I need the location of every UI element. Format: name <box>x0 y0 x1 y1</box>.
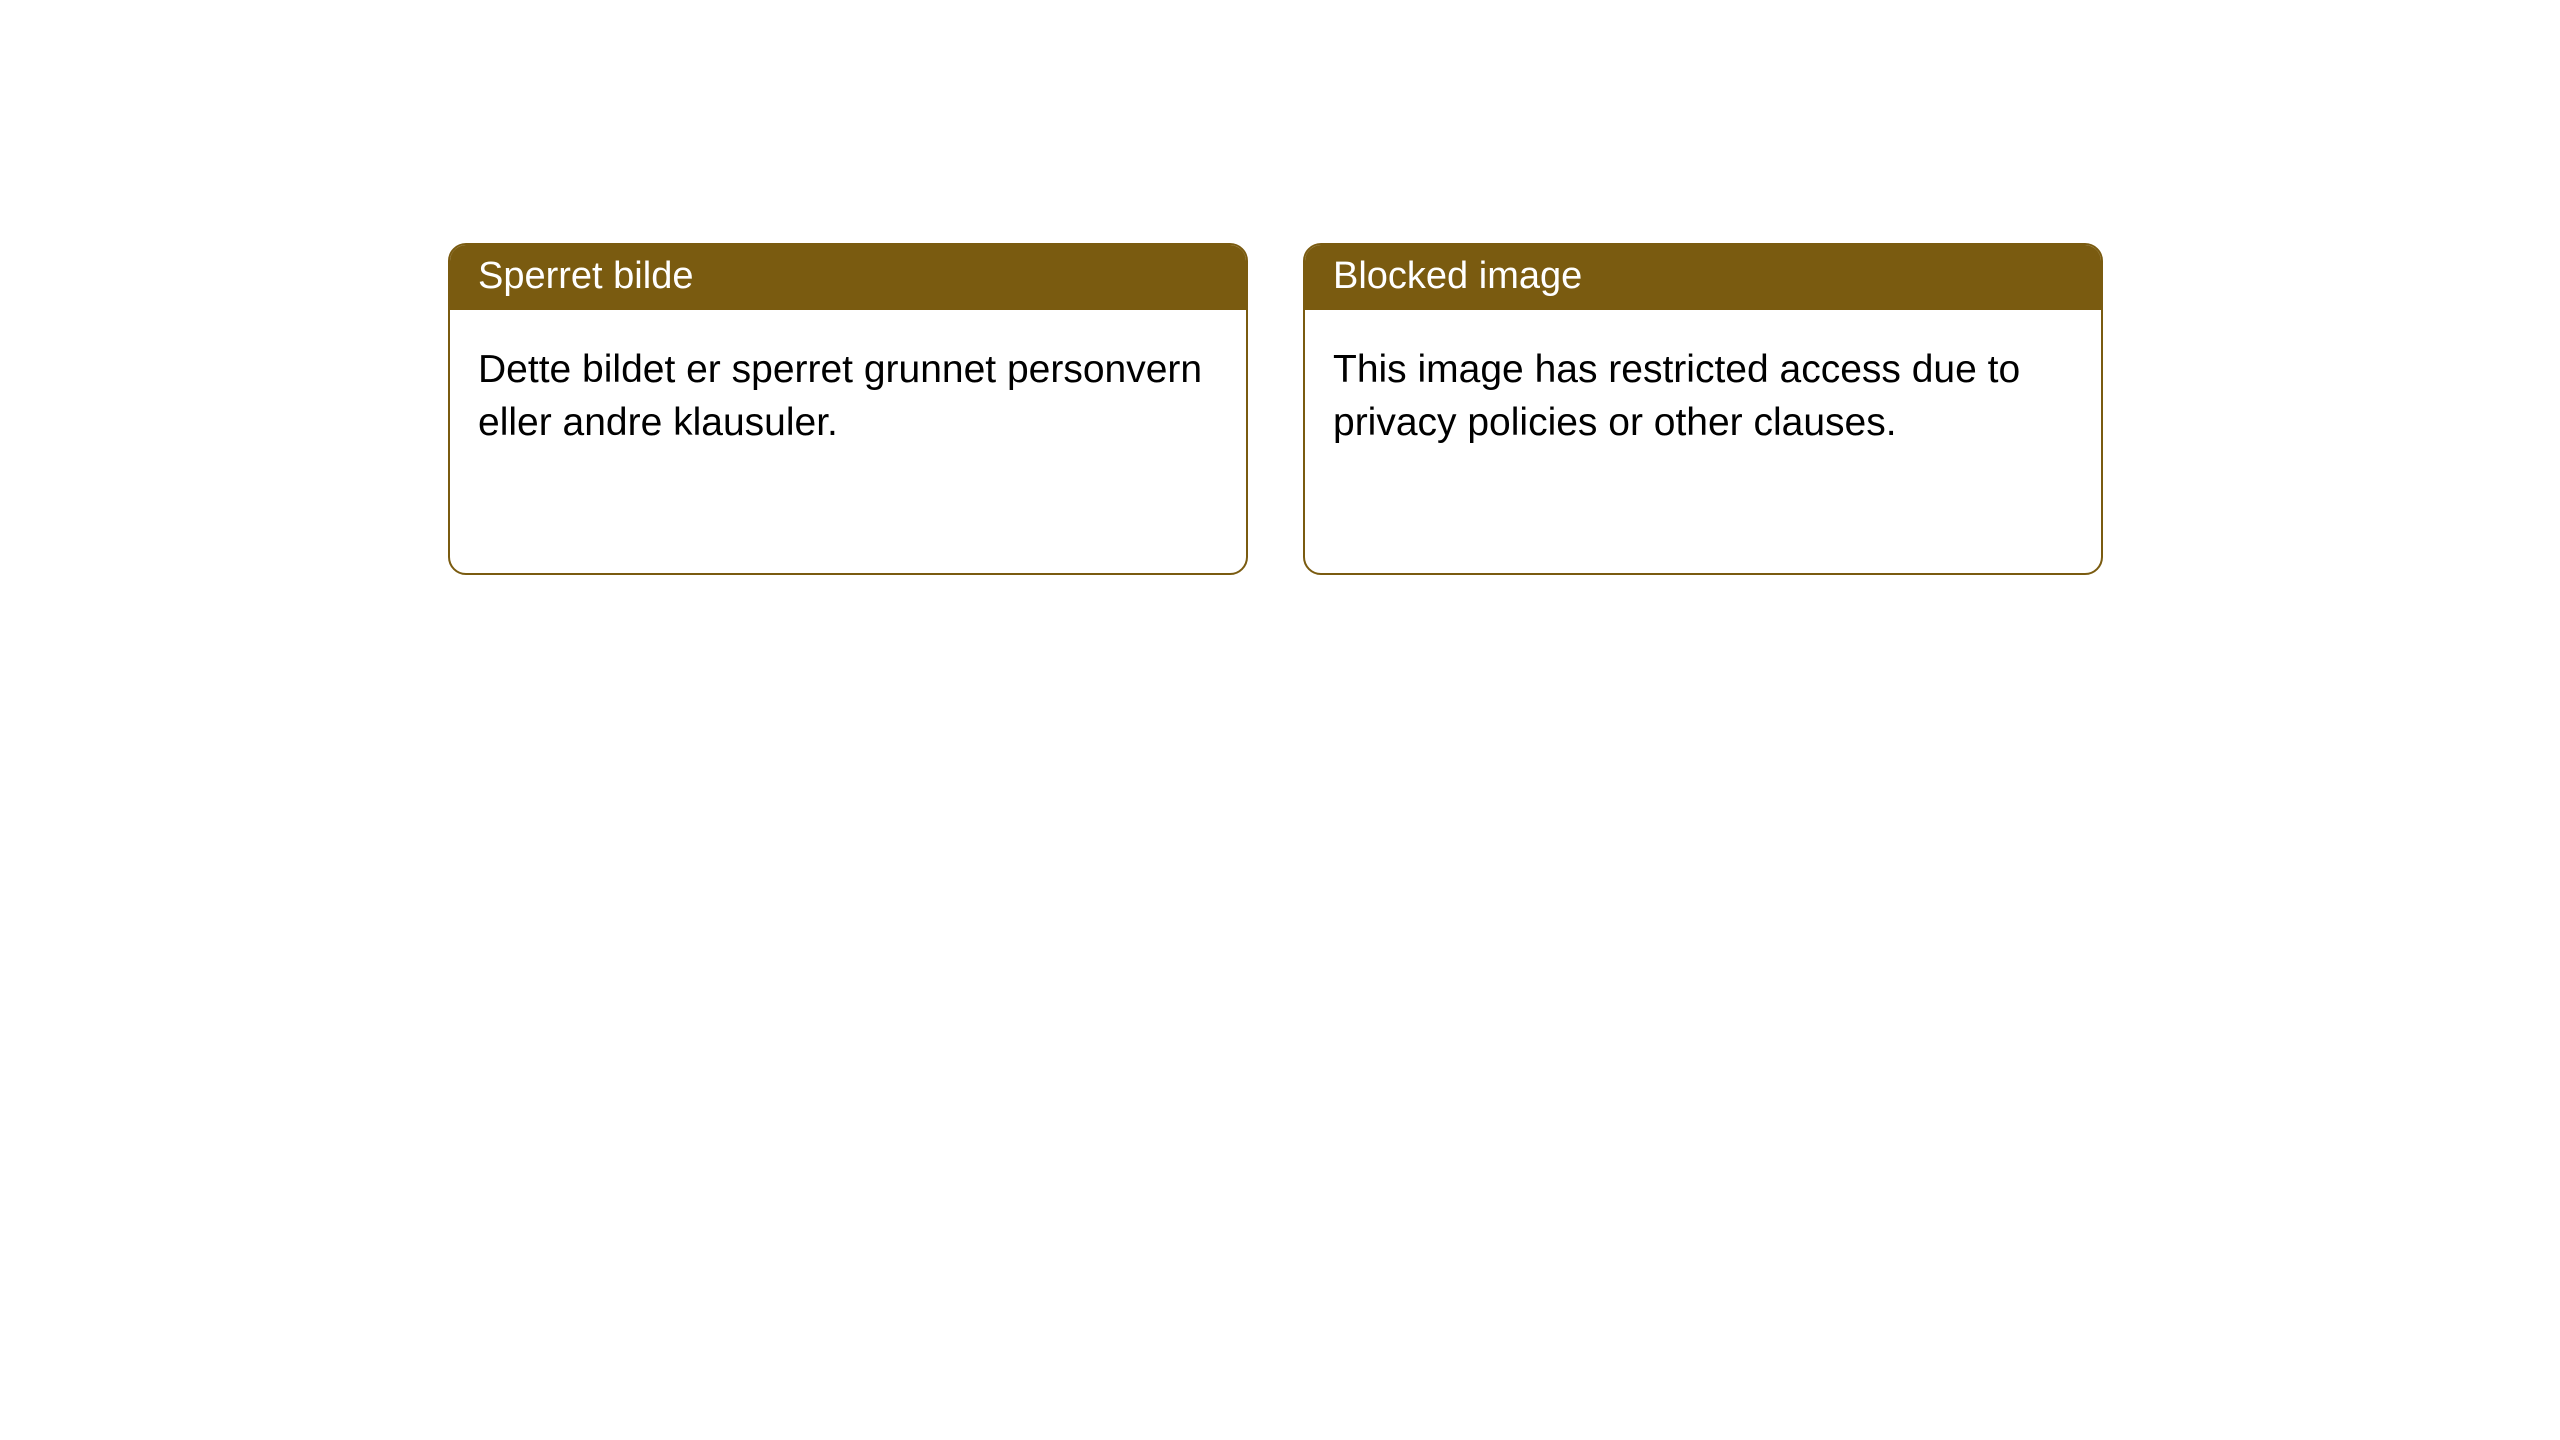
card-body: Dette bildet er sperret grunnet personve… <box>450 310 1246 483</box>
card-body-text: This image has restricted access due to … <box>1333 348 2020 444</box>
blocked-image-card-no: Sperret bilde Dette bildet er sperret gr… <box>448 243 1248 575</box>
card-title: Sperret bilde <box>478 255 693 297</box>
card-body-text: Dette bildet er sperret grunnet personve… <box>478 348 1202 444</box>
blocked-image-card-en: Blocked image This image has restricted … <box>1303 243 2103 575</box>
card-body: This image has restricted access due to … <box>1305 310 2101 483</box>
notice-container: Sperret bilde Dette bildet er sperret gr… <box>0 0 2560 575</box>
card-title: Blocked image <box>1333 255 1582 297</box>
card-header: Blocked image <box>1305 245 2101 310</box>
card-header: Sperret bilde <box>450 245 1246 310</box>
